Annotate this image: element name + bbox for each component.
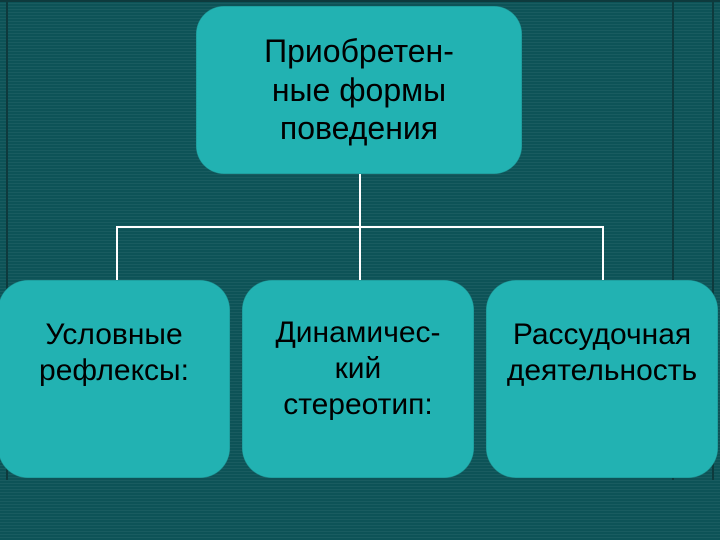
connector-child-3 bbox=[602, 226, 604, 280]
child-3-text: Рассудочная деятельность bbox=[507, 309, 697, 449]
child-1-text: Условные рефлексы: bbox=[39, 309, 189, 449]
child-2-text: Динамичес- кий стереотип: bbox=[275, 307, 440, 451]
child-3-line-2: деятельность bbox=[507, 354, 697, 387]
connector-root-drop bbox=[359, 174, 361, 226]
child-2-line-1: Динамичес- bbox=[275, 316, 440, 349]
frame-line-top bbox=[0, 0, 720, 2]
root-line-1: Приобретен- bbox=[264, 33, 454, 69]
child-2-line-2: кий bbox=[335, 352, 382, 385]
child-node-3: Рассудочная деятельность bbox=[486, 280, 718, 478]
slide: Приобретен- ные формы поведения Условные… bbox=[0, 0, 720, 540]
root-node-text: Приобретен- ные формы поведения bbox=[264, 32, 454, 147]
connector-child-1 bbox=[116, 226, 118, 280]
child-2-line-3: стереотип: bbox=[283, 388, 433, 421]
root-line-2: ные формы bbox=[272, 72, 446, 108]
child-1-line-2: рефлексы: bbox=[39, 354, 189, 387]
child-1-line-1: Условные bbox=[45, 318, 182, 351]
child-3-line-1: Рассудочная bbox=[513, 318, 691, 351]
root-line-3: поведения bbox=[280, 110, 438, 146]
root-node: Приобретен- ные формы поведения bbox=[196, 6, 522, 174]
connector-child-2 bbox=[359, 226, 361, 280]
child-node-2: Динамичес- кий стереотип: bbox=[242, 280, 474, 478]
child-node-1: Условные рефлексы: bbox=[0, 280, 230, 478]
